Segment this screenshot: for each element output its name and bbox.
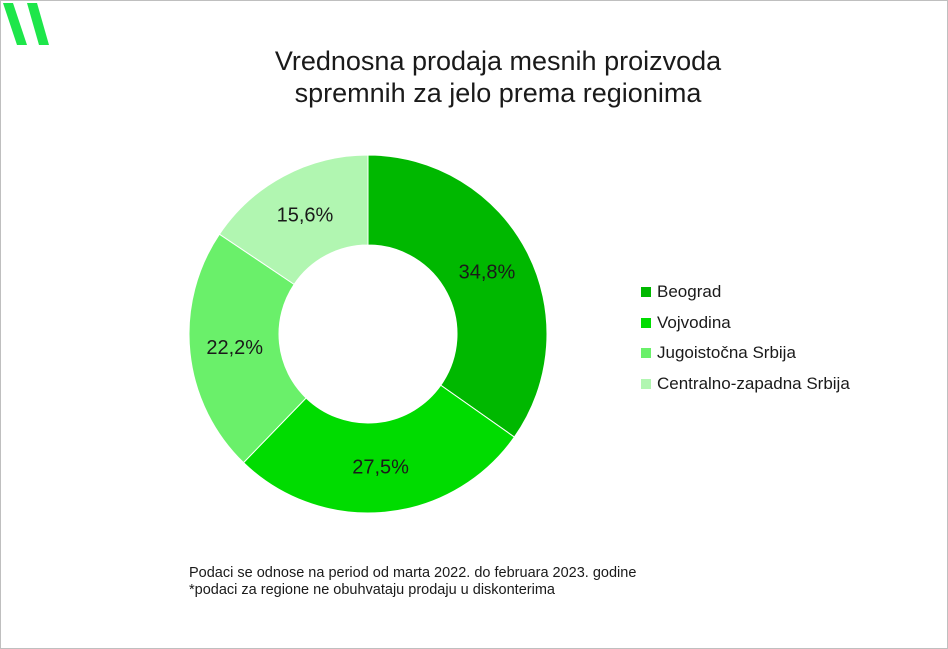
legend-item-beograd: Beograd (641, 277, 850, 308)
legend-item-vojvodina: Vojvodina (641, 308, 850, 339)
donut-data-labels: 34,8% 27,5% 22,2% 15,6% (206, 205, 515, 479)
slice-beograd (367, 154, 548, 438)
legend-label: Beograd (657, 282, 722, 302)
footnotes: Podaci se odnose na period od marta 2022… (189, 565, 636, 599)
chart-title: Vrednosna prodaja mesnih proizvoda sprem… (1, 45, 948, 109)
legend-label: Jugoistočna Srbija (657, 343, 796, 363)
chart-title-line-2: spremnih za jelo prema regionima (294, 78, 702, 108)
footnote-discounters: *podaci za regione ne obuhvataju prodaju… (189, 582, 555, 598)
slice-vojvodina (242, 384, 516, 514)
slice-jugoistocna-srbija (188, 233, 307, 464)
donut-slices (188, 154, 548, 514)
brand-logo-icon (3, 3, 49, 45)
legend-item-centralno-zapadna-srbija: Centralno-zapadna Srbija (641, 369, 850, 400)
chart-legend: Beograd Vojvodina Jugoistočna Srbija Centra… (641, 277, 850, 399)
legend-label: Vojvodina (657, 312, 731, 332)
data-label-beograd: 34,8% (459, 261, 516, 283)
legend-item-jugoistocna-srbija: Jugoistočna Srbija (641, 338, 850, 369)
chart-title-line-1: Vrednosna prodaja mesnih proizvoda (274, 46, 722, 76)
legend-swatch (641, 287, 651, 298)
footnote-period: Podaci se odnose na period od marta 2022… (189, 565, 637, 581)
legend-swatch (641, 378, 651, 389)
legend-label: Centralno-zapadna Srbija (657, 373, 850, 393)
data-label-centralno-zapadna-srbija: 15,6% (277, 205, 334, 227)
slice-centralno-zapadna-srbija (218, 154, 369, 286)
data-label-vojvodina: 27,5% (352, 456, 409, 478)
data-label-jugoistocna-srbija: 22,2% (206, 337, 263, 359)
legend-swatch (641, 317, 651, 328)
legend-swatch (641, 348, 651, 359)
